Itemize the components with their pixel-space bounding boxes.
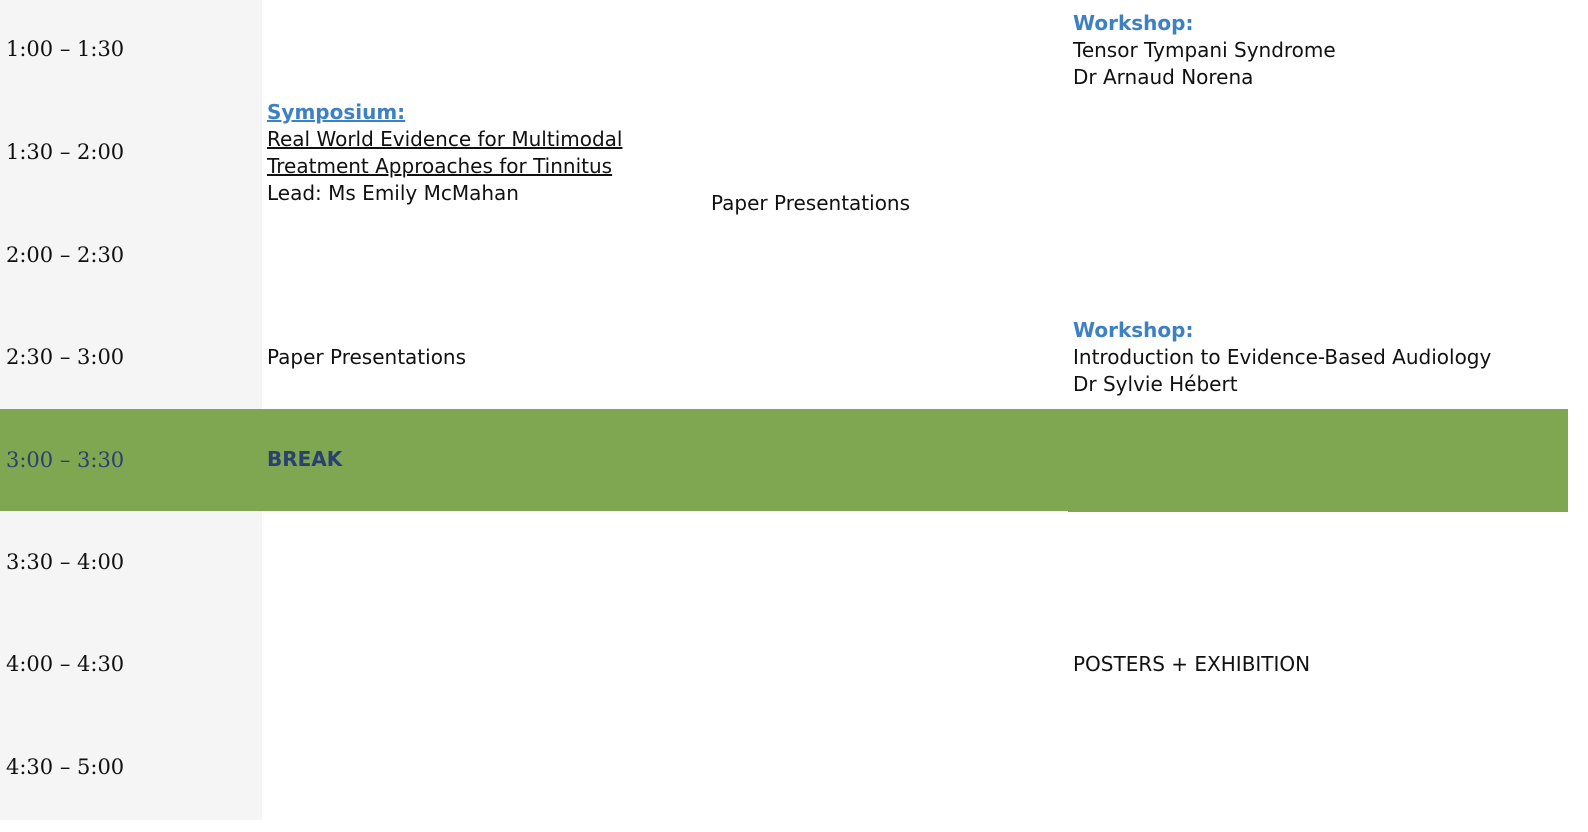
break-label: BREAK <box>267 447 343 471</box>
symposium-title-line1[interactable]: Real World Evidence for Multimodal <box>267 127 623 151</box>
break-band <box>0 409 1068 511</box>
time-slot-break: 3:00 – 3:30 <box>6 448 125 472</box>
workshop-1-presenter: Dr Arnaud Norena <box>1073 65 1254 89</box>
symposium-lead: Lead: Ms Emily McMahan <box>267 181 519 205</box>
workshop-2-title: Introduction to Evidence-Based Audiology <box>1073 345 1492 369</box>
symposium-kicker[interactable]: Symposium: <box>267 100 406 124</box>
time-slot: 1:00 – 1:30 <box>6 37 125 61</box>
workshop-2-block: Workshop: Introduction to Evidence-Based… <box>1073 317 1491 398</box>
posters-exhibition: POSTERS + EXHIBITION <box>1073 652 1311 676</box>
time-slot: 4:30 – 5:00 <box>6 755 125 779</box>
symposium-title-line2[interactable]: Treatment Approaches for Tinnitus <box>267 154 613 178</box>
break-band-right <box>1068 409 1568 512</box>
workshop-2-kicker: Workshop: <box>1073 318 1194 342</box>
time-slot: 2:00 – 2:30 <box>6 243 125 267</box>
workshop-2-presenter: Dr Sylvie Hébert <box>1073 372 1238 396</box>
time-slot: 1:30 – 2:00 <box>6 140 125 164</box>
col1-paper-presentations: Paper Presentations <box>267 345 467 369</box>
workshop-1-block: Workshop: Tensor Tympani Syndrome Dr Arn… <box>1073 10 1336 91</box>
time-slot: 3:30 – 4:00 <box>6 550 125 574</box>
col2-paper-presentations: Paper Presentations <box>711 191 911 215</box>
time-slot: 2:30 – 3:00 <box>6 345 125 369</box>
workshop-1-title: Tensor Tympani Syndrome <box>1073 38 1336 62</box>
symposium-block: Symposium: Real World Evidence for Multi… <box>267 99 622 207</box>
time-slot: 4:00 – 4:30 <box>6 652 125 676</box>
workshop-1-kicker: Workshop: <box>1073 11 1194 35</box>
